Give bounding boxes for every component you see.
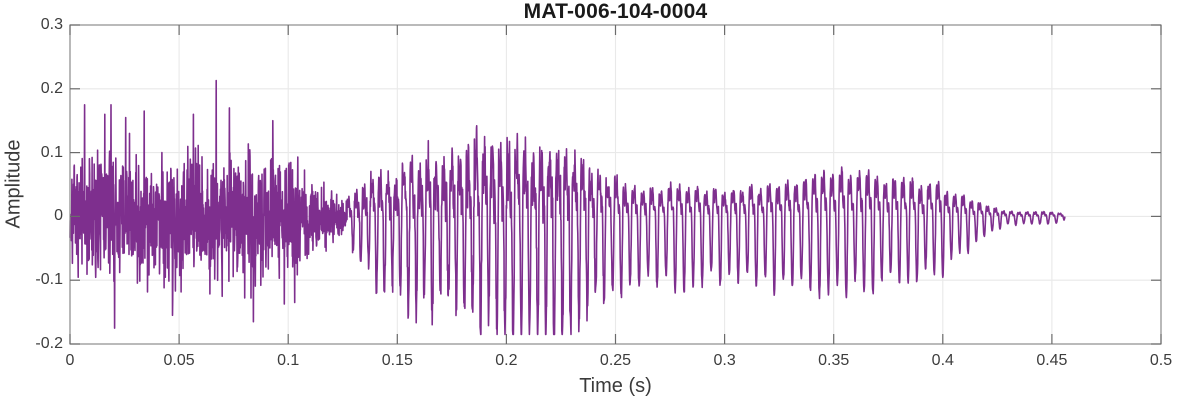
x-tick-label: 0.25 xyxy=(599,352,632,369)
x-tick-label: 0.45 xyxy=(1036,352,1068,369)
x-tick-label: 0.15 xyxy=(381,352,413,369)
x-tick-label: 0.4 xyxy=(931,352,954,369)
waveform-layer xyxy=(69,79,1066,336)
y-tick-label: -0.1 xyxy=(35,271,63,289)
x-tick-label: 0.3 xyxy=(713,352,736,369)
x-axis-label: Time (s) xyxy=(579,375,652,397)
y-tick-label: 0.3 xyxy=(40,16,63,33)
x-tick-label: 0.5 xyxy=(1149,352,1173,369)
y-tick-label: -0.2 xyxy=(35,335,63,352)
x-tick-label: 0.1 xyxy=(277,352,300,369)
y-tick-label: 0 xyxy=(54,207,63,225)
y-tick-label: 0.1 xyxy=(40,143,63,161)
x-tick-label: 0.35 xyxy=(818,352,850,369)
x-tick-label: 0.2 xyxy=(495,352,518,369)
waveform-path xyxy=(69,79,1066,336)
x-tick-label: 0.05 xyxy=(163,352,195,369)
chart-title: MAT-006-104-0004 xyxy=(523,0,708,23)
y-tick-label: 0.2 xyxy=(40,79,63,97)
axis-layer xyxy=(69,24,1162,345)
x-tick-label: 0 xyxy=(65,352,75,369)
